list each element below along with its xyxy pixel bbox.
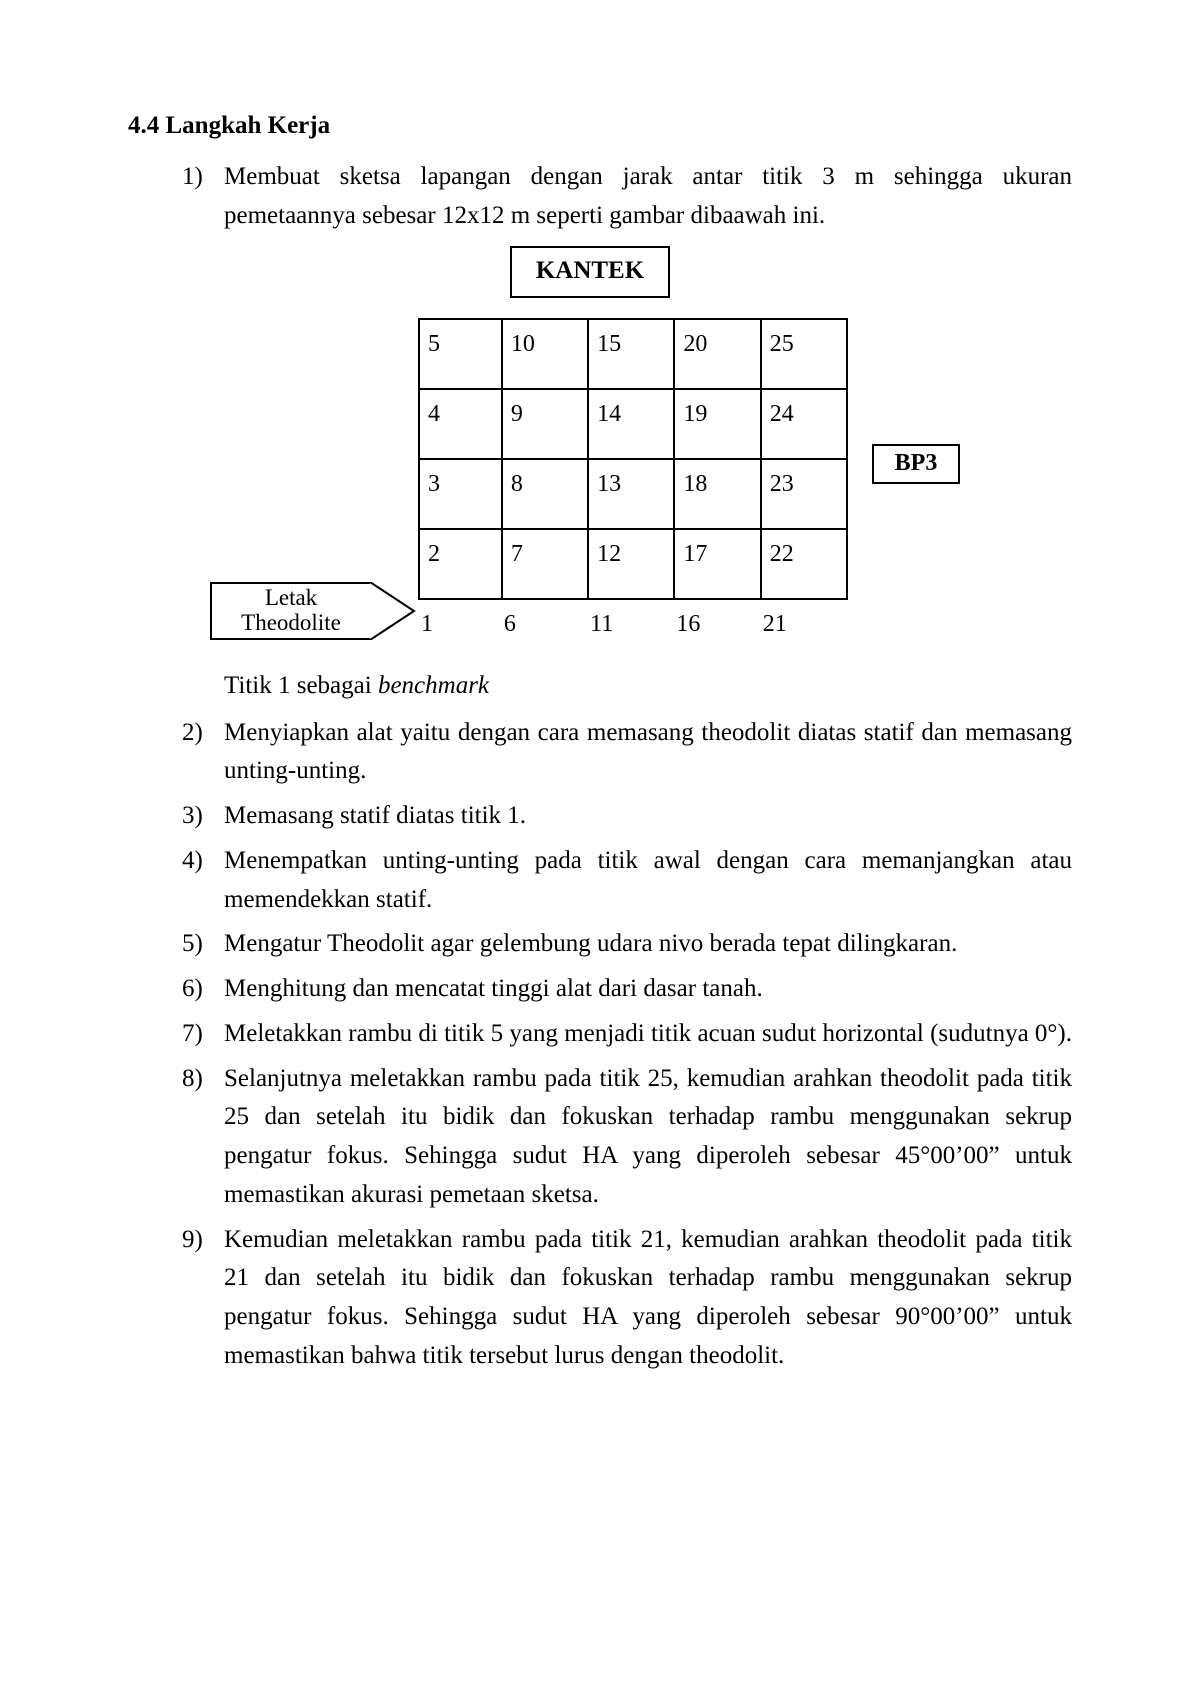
list-item: 8) Selanjutnya meletakkan rambu pada tit… xyxy=(182,1060,1072,1215)
table-row: 1 6 11 16 21 xyxy=(419,599,847,662)
grid-cell: 3 xyxy=(419,459,502,529)
list-item-text: Kemudian meletakkan rambu pada titik 21,… xyxy=(224,1221,1072,1376)
list-item-number: 3) xyxy=(182,797,224,836)
grid-cell: 6 xyxy=(502,599,588,662)
grid-cell: 13 xyxy=(588,459,674,529)
list-item-text: Memasang statif diatas titik 1. xyxy=(224,797,1072,836)
list-item-number: 2) xyxy=(182,714,224,792)
grid-cell: 24 xyxy=(761,389,847,459)
list-item: 5) Mengatur Theodolit agar gelembung uda… xyxy=(182,925,1072,964)
grid-cell: 17 xyxy=(674,529,760,599)
kantek-label-box: KANTEK xyxy=(510,246,670,298)
theodolite-label-line1: Letak xyxy=(265,586,317,610)
grid-cell: 7 xyxy=(502,529,588,599)
theodolite-label-line2: Theodolite xyxy=(241,611,341,635)
grid-cell: 19 xyxy=(674,389,760,459)
table-row: 2 7 12 17 22 xyxy=(419,529,847,599)
bp3-label-box: BP3 xyxy=(872,444,960,484)
list-item-number: 8) xyxy=(182,1060,224,1215)
grid-cell: 21 xyxy=(761,599,847,662)
list-item-text: Membuat sketsa lapangan dengan jarak ant… xyxy=(224,158,1072,662)
grid-cell: 5 xyxy=(419,319,502,389)
list-item-text: Mengatur Theodolit agar gelembung udara … xyxy=(224,925,1072,964)
list-item: 9) Kemudian meletakkan rambu pada titik … xyxy=(182,1221,1072,1376)
sketch-diagram: KANTEK BP3 5 10 15 20 25 xyxy=(170,246,990,662)
list-item-number: 5) xyxy=(182,925,224,964)
table-row: 5 10 15 20 25 xyxy=(419,319,847,389)
section-heading: 4.4 Langkah Kerja xyxy=(128,112,1072,140)
grid-cell: 20 xyxy=(674,319,760,389)
benchmark-note: Titik 1 sebagai benchmark xyxy=(128,672,1072,700)
procedure-list: 1) Membuat sketsa lapangan dengan jarak … xyxy=(128,158,1072,662)
arrowhead-icon xyxy=(370,582,416,640)
list-item-text: Meletakkan rambu di titik 5 yang menjadi… xyxy=(224,1015,1072,1054)
grid-cell: 1 xyxy=(419,599,502,662)
grid-cell: 23 xyxy=(761,459,847,529)
list-item-text: Selanjutnya meletakkan rambu pada titik … xyxy=(224,1060,1072,1215)
list-item: 7) Meletakkan rambu di titik 5 yang menj… xyxy=(182,1015,1072,1054)
theodolite-label-box: Letak Theodolite xyxy=(210,582,370,640)
grid-cell: 18 xyxy=(674,459,760,529)
list-item-content: Membuat sketsa lapangan dengan jarak ant… xyxy=(224,163,1072,229)
list-item-number: 9) xyxy=(182,1221,224,1376)
procedure-list-continued: 2) Menyiapkan alat yaitu dengan cara mem… xyxy=(128,714,1072,1376)
grid-cell: 4 xyxy=(419,389,502,459)
list-item-text: Menempatkan unting-unting pada titik awa… xyxy=(224,842,1072,920)
grid-cell: 2 xyxy=(419,529,502,599)
list-item-text: Menghitung dan mencatat tinggi alat dari… xyxy=(224,970,1072,1009)
table-row: 3 8 13 18 23 xyxy=(419,459,847,529)
document-page: 4.4 Langkah Kerja 1) Membuat sketsa lapa… xyxy=(0,0,1200,1697)
list-item-number: 7) xyxy=(182,1015,224,1054)
benchmark-prefix: Titik 1 sebagai xyxy=(224,672,378,699)
grid-cell: 8 xyxy=(502,459,588,529)
grid-cell: 25 xyxy=(761,319,847,389)
list-item-number: 4) xyxy=(182,842,224,920)
grid-cell: 10 xyxy=(502,319,588,389)
grid-cell: 14 xyxy=(588,389,674,459)
list-item-text: Menyiapkan alat yaitu dengan cara memasa… xyxy=(224,714,1072,792)
grid-table-wrapper: 5 10 15 20 25 4 9 14 19 24 xyxy=(418,318,848,662)
grid-cell: 22 xyxy=(761,529,847,599)
grid-cell: 11 xyxy=(588,599,674,662)
table-row: 4 9 14 19 24 xyxy=(419,389,847,459)
grid-cell: 9 xyxy=(502,389,588,459)
list-item: 6) Menghitung dan mencatat tinggi alat d… xyxy=(182,970,1072,1009)
grid-cell: 16 xyxy=(674,599,760,662)
list-item: 1) Membuat sketsa lapangan dengan jarak … xyxy=(182,158,1072,662)
grid-cell: 15 xyxy=(588,319,674,389)
list-item: 4) Menempatkan unting-unting pada titik … xyxy=(182,842,1072,920)
benchmark-italic: benchmark xyxy=(378,672,489,699)
list-item-number: 6) xyxy=(182,970,224,1009)
grid-table: 5 10 15 20 25 4 9 14 19 24 xyxy=(418,318,848,662)
grid-cell: 12 xyxy=(588,529,674,599)
list-item: 2) Menyiapkan alat yaitu dengan cara mem… xyxy=(182,714,1072,792)
list-item: 3) Memasang statif diatas titik 1. xyxy=(182,797,1072,836)
